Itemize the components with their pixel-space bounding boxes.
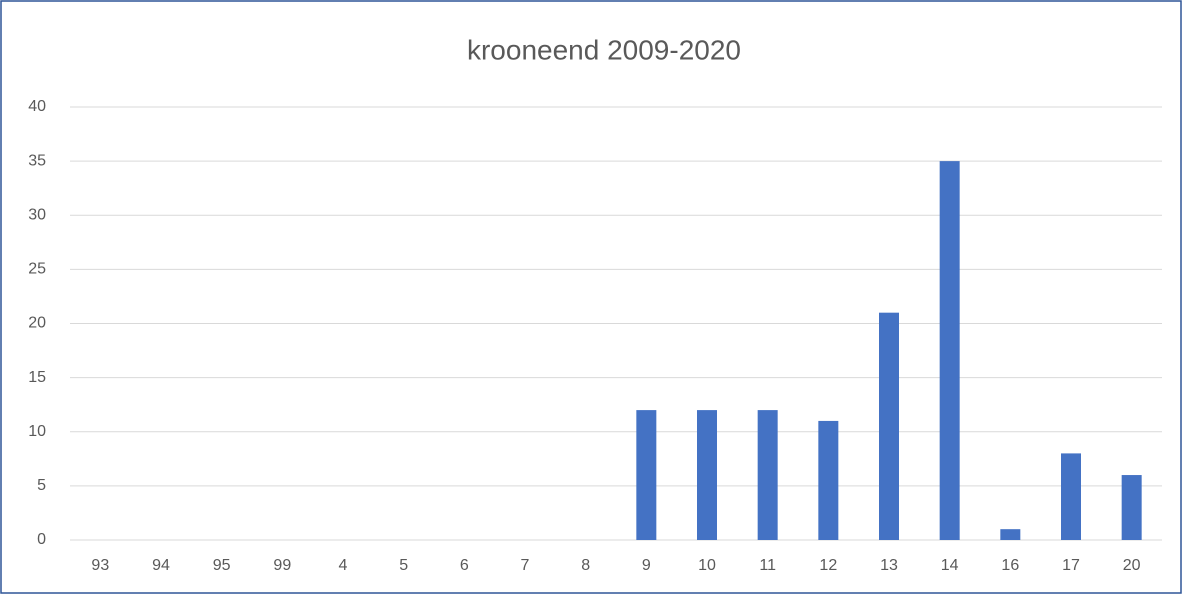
y-tick-label: 5 bbox=[37, 477, 46, 494]
x-tick-label: 10 bbox=[698, 557, 716, 574]
bar bbox=[879, 312, 899, 540]
y-tick-label: 25 bbox=[28, 261, 46, 278]
x-tick-label: 9 bbox=[642, 557, 651, 574]
x-tick-label: 16 bbox=[1001, 557, 1019, 574]
y-tick-label: 40 bbox=[28, 98, 46, 115]
bar bbox=[697, 410, 717, 540]
x-tick-label: 94 bbox=[152, 557, 170, 574]
x-tick-label: 17 bbox=[1062, 557, 1080, 574]
bar bbox=[818, 420, 839, 540]
x-tick-label: 99 bbox=[273, 557, 291, 574]
x-tick-label: 13 bbox=[880, 557, 898, 574]
x-tick-label: 5 bbox=[399, 557, 408, 574]
x-tick-label: 93 bbox=[91, 557, 109, 574]
x-tick-label: 12 bbox=[819, 557, 837, 574]
x-tick-label: 8 bbox=[581, 557, 590, 574]
x-tick-label: 95 bbox=[213, 557, 231, 574]
bar bbox=[1000, 529, 1021, 540]
x-tick-label: 6 bbox=[460, 557, 469, 574]
bar bbox=[636, 410, 657, 540]
y-tick-label: 20 bbox=[28, 315, 46, 332]
y-tick-label: 15 bbox=[28, 369, 46, 386]
x-tick-label: 7 bbox=[521, 557, 530, 574]
x-tick-label: 14 bbox=[941, 557, 959, 574]
bar bbox=[939, 161, 960, 540]
chart-title: krooneend 2009-2020 bbox=[467, 34, 741, 65]
x-tick-label: 20 bbox=[1123, 557, 1141, 574]
y-tick-label: 10 bbox=[28, 423, 46, 440]
y-tick-label: 30 bbox=[28, 206, 46, 223]
y-tick-label: 35 bbox=[28, 152, 46, 169]
bar bbox=[757, 410, 778, 540]
x-tick-label: 11 bbox=[759, 557, 776, 574]
bar bbox=[1061, 453, 1081, 540]
bar bbox=[1121, 475, 1142, 540]
x-tick-label: 4 bbox=[339, 557, 348, 574]
y-tick-label: 0 bbox=[37, 531, 46, 548]
